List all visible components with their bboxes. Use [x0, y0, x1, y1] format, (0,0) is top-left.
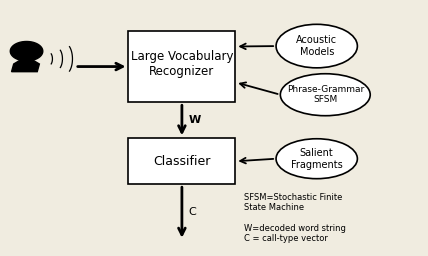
- FancyBboxPatch shape: [128, 31, 235, 102]
- FancyBboxPatch shape: [128, 138, 235, 184]
- Ellipse shape: [276, 139, 357, 179]
- Text: C: C: [188, 207, 196, 218]
- Polygon shape: [12, 60, 39, 72]
- Text: Phrase-Grammar
SFSM: Phrase-Grammar SFSM: [287, 85, 364, 104]
- Polygon shape: [10, 41, 43, 61]
- Text: Acoustic
Models: Acoustic Models: [296, 35, 337, 57]
- Text: W: W: [188, 115, 201, 125]
- Ellipse shape: [280, 74, 370, 116]
- Text: Salient
Fragments: Salient Fragments: [291, 148, 342, 169]
- Text: Large Vocabulary
Recognizer: Large Vocabulary Recognizer: [131, 50, 233, 78]
- Text: SFSM=Stochastic Finite
State Machine

W=decoded word string
C = call-type vector: SFSM=Stochastic Finite State Machine W=d…: [244, 193, 346, 243]
- Ellipse shape: [276, 24, 357, 68]
- Text: Classifier: Classifier: [153, 155, 211, 168]
